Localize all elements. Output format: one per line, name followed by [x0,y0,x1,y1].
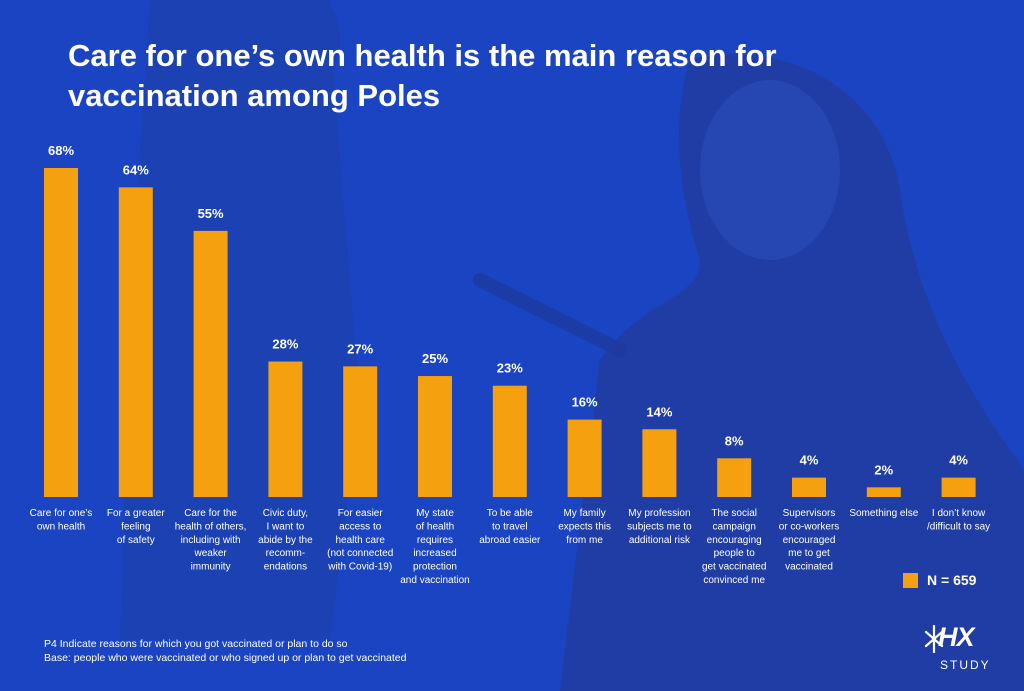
star-burst-icon [924,624,944,654]
bar-12 [866,487,901,497]
footnote-base: Base: people who were vaccinated or who … [44,652,407,664]
category-label-11: Supervisors or co-workers encouraged me to … [779,508,840,573]
bar-4 [268,361,303,497]
value-label-7: 23% [497,361,523,376]
bar-9 [642,429,677,497]
bar-5 [343,366,378,497]
value-label-8: 16% [572,395,598,410]
category-label-7: To be able to travel abroad easier [479,508,541,546]
value-label-3: 55% [198,206,224,221]
bar-10 [717,458,752,497]
bar-3 [193,230,228,497]
category-label-3: Care for the health of others, including w… [175,508,247,573]
bar-7 [492,385,527,497]
logo-hx-text: HX [938,622,975,652]
footnote-question: P4 Indicate reasons for which you got va… [44,638,348,650]
value-label-5: 27% [347,341,373,356]
hx-study-logo: HX STUDY [924,622,998,678]
bar-1 [44,168,78,497]
legend: N = 659 [903,572,976,588]
bar-11 [792,477,826,497]
bar-13 [941,477,976,497]
legend-swatch [903,572,918,588]
footnote: P4 Indicate reasons for which you got va… [44,637,406,665]
bar-8 [567,419,602,497]
category-label-12: Something else [849,508,918,519]
value-label-10: 8% [725,433,744,448]
value-label-2: 64% [123,162,149,177]
logo-study-text: STUDY [940,658,991,672]
value-label-11: 4% [800,453,819,468]
category-label-13: I don’t know/difficult to say [927,508,990,532]
legend-label: N = 659 [927,572,977,588]
value-label-12: 2% [874,462,893,477]
value-label-1: 68% [48,143,74,158]
value-label-4: 28% [272,337,298,352]
category-label-9: My profession subjects me to additional ri… [627,508,692,546]
category-label-4: Civic duty, I want to abide by the recomm-e… [258,508,313,573]
category-label-8: My family expects this from me [558,508,611,546]
bar-6 [418,376,452,497]
chart-title: Care for one’s own health is the main re… [68,38,777,113]
value-label-9: 14% [646,404,672,419]
category-label-5: For easier access to health care (not conne… [327,508,393,573]
bar-2 [118,187,153,497]
category-label-2: For a greater feeling of safety [107,508,165,546]
value-label-6: 25% [422,351,448,366]
category-label-10: The social campaign encouraging people to ge… [702,508,767,586]
category-label-6: My state of health requires increased protec… [400,508,470,586]
category-label-1: Care for one’s own health [30,508,93,532]
value-label-13: 4% [949,453,968,468]
